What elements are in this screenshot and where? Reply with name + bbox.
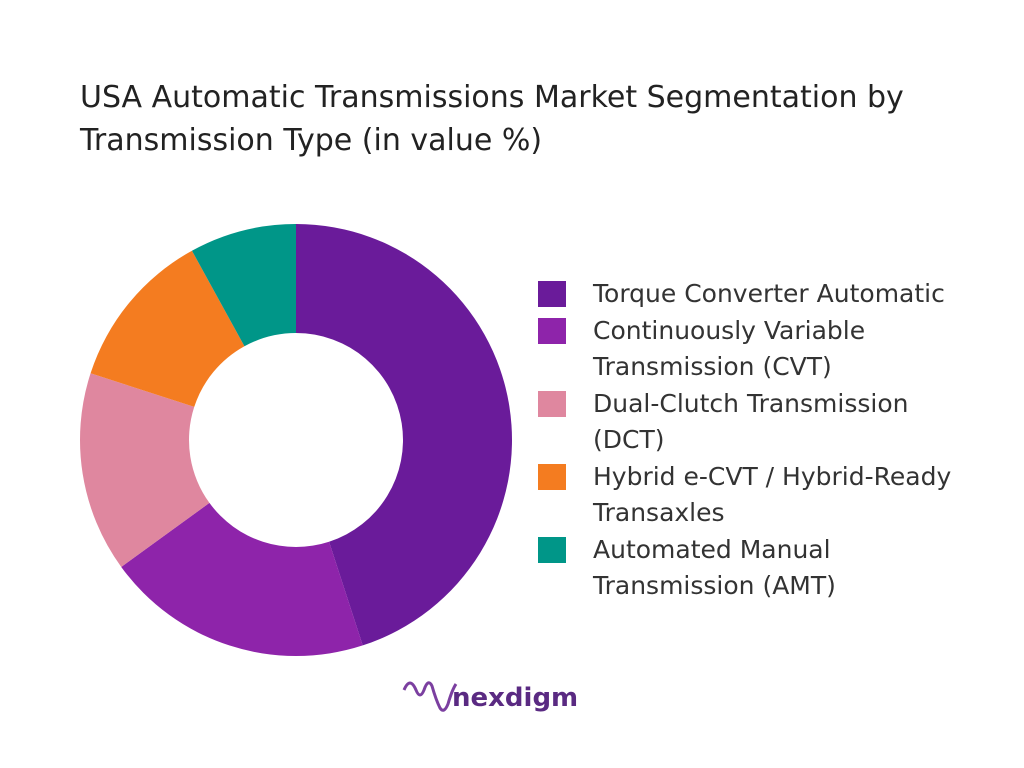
legend-item: Automated Manual Transmission (AMT) — [538, 532, 958, 604]
legend-label: Torque Converter Automatic — [593, 279, 945, 308]
legend-label: Automated Manual Transmission (AMT) — [593, 535, 836, 600]
legend-item: Hybrid e-CVT / Hybrid-Ready Transaxles — [538, 459, 958, 531]
legend-item: Continuously Variable Transmission (CVT) — [538, 313, 958, 385]
logo-icon — [402, 681, 458, 712]
legend-label: Continuously Variable Transmission (CVT) — [593, 316, 866, 381]
donut-slice — [121, 502, 363, 656]
donut-slice — [191, 224, 296, 347]
legend: Torque Converter Automatic Continuously V… — [538, 276, 958, 605]
donut-slice — [296, 224, 513, 646]
legend-swatch — [538, 391, 566, 417]
legend-label: Dual-Clutch Transmission (DCT) — [593, 389, 909, 454]
legend-swatch — [538, 464, 566, 490]
legend-item: Torque Converter Automatic — [538, 276, 958, 312]
legend-label: Hybrid e-CVT / Hybrid-Ready Transaxles — [593, 462, 952, 527]
legend-swatch — [538, 537, 566, 563]
legend-swatch — [538, 281, 566, 307]
legend-swatch — [538, 318, 566, 344]
chart-title: USA Automatic Transmissions Market Segme… — [80, 80, 904, 158]
donut-slice — [90, 250, 245, 407]
donut-slice — [79, 373, 210, 567]
legend-item: Dual-Clutch Transmission (DCT) — [538, 386, 958, 458]
logo: nexdigm — [452, 683, 579, 713]
